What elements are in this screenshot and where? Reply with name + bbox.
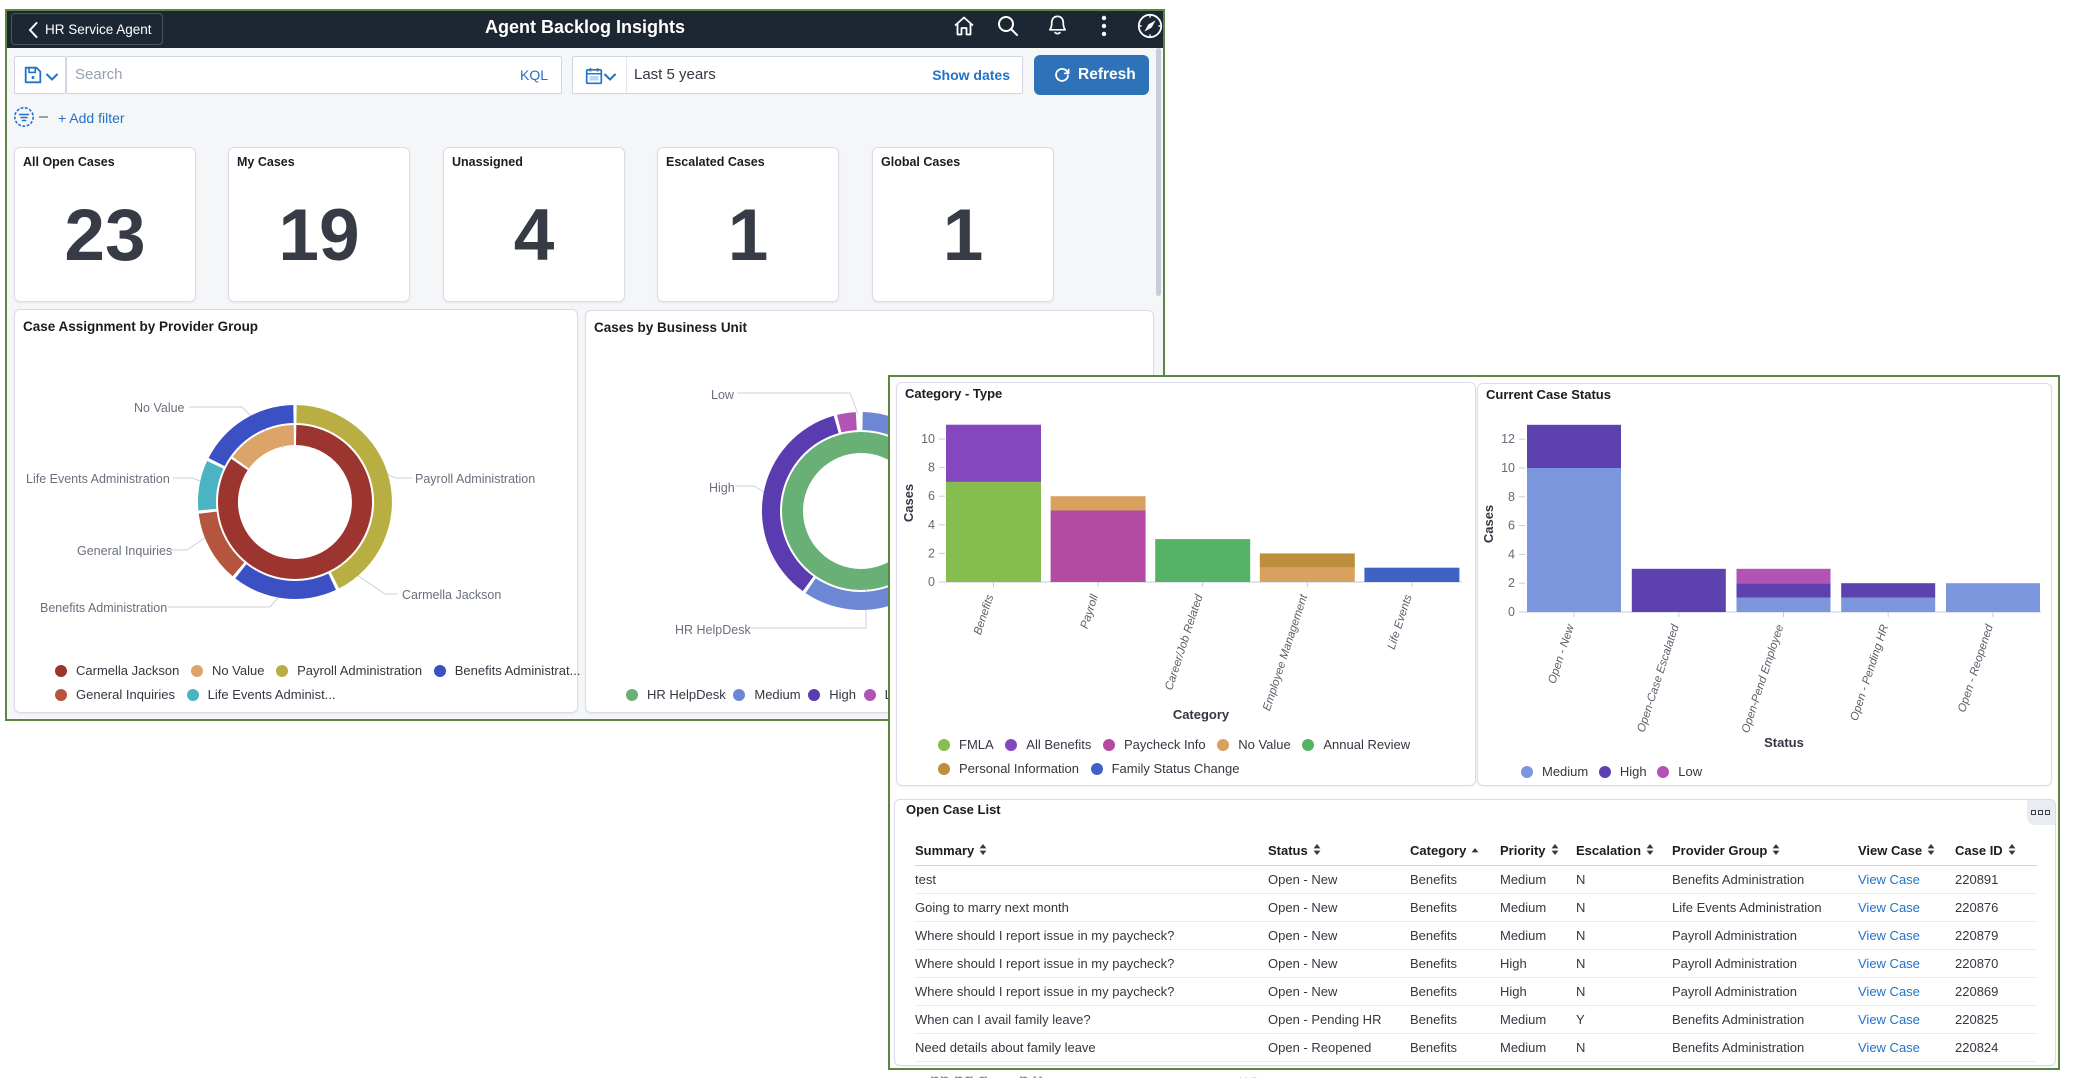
- svg-text:2: 2: [928, 546, 935, 560]
- svg-text:2: 2: [1508, 576, 1515, 590]
- svg-text:Open-Case Escalated: Open-Case Escalated: [1635, 623, 1681, 734]
- svg-text:0: 0: [928, 575, 935, 589]
- svg-text:Open - New: Open - New: [1546, 623, 1577, 686]
- svg-text:Career/Job Related: Career/Job Related: [1163, 593, 1205, 692]
- svg-text:Payroll: Payroll: [1079, 593, 1101, 631]
- svg-text:6: 6: [928, 489, 935, 503]
- svg-text:6: 6: [1508, 519, 1515, 533]
- svg-text:Open - Reopened: Open - Reopened: [1956, 623, 1996, 714]
- svg-text:4: 4: [928, 518, 935, 532]
- svg-text:4: 4: [1508, 547, 1515, 561]
- svg-text:Open-Pend Employee: Open-Pend Employee: [1740, 623, 1786, 734]
- svg-text:Cases: Cases: [901, 484, 916, 522]
- svg-text:Life Events: Life Events: [1386, 593, 1415, 651]
- svg-text:0: 0: [1508, 605, 1515, 619]
- svg-text:10: 10: [921, 432, 935, 446]
- svg-text:8: 8: [928, 461, 935, 475]
- svg-text:Category: Category: [1173, 707, 1230, 722]
- svg-text:8: 8: [1508, 490, 1515, 504]
- svg-text:Benefits: Benefits: [972, 593, 996, 636]
- svg-text:Status: Status: [1764, 735, 1804, 750]
- svg-text:12: 12: [1501, 432, 1515, 446]
- svg-text:Employee Management: Employee Management: [1261, 592, 1310, 712]
- svg-text:Open - Pending HR: Open - Pending HR: [1849, 623, 1891, 722]
- svg-text:Cases: Cases: [1481, 505, 1496, 543]
- svg-text:10: 10: [1501, 461, 1515, 475]
